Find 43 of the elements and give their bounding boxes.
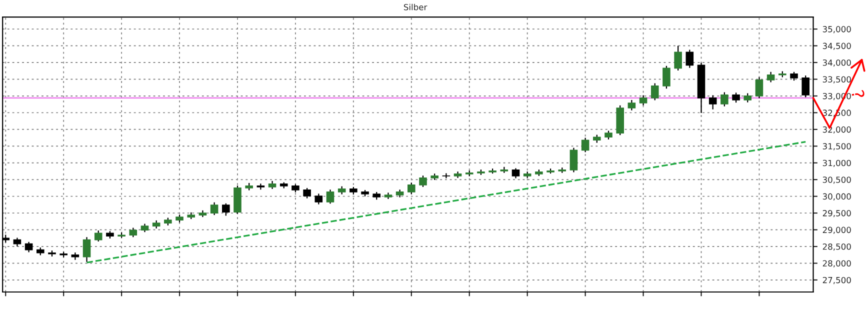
y-tick-label: 30,500 xyxy=(822,176,851,184)
candlestick xyxy=(326,189,334,204)
y-tick-label: 33,500 xyxy=(822,76,851,84)
y-tick-label: 35,000 xyxy=(822,26,851,34)
candlestick xyxy=(755,76,764,99)
candlestick xyxy=(581,137,590,153)
candlestick xyxy=(24,241,33,253)
candlestick xyxy=(129,227,138,238)
y-tick-label: 30,000 xyxy=(822,193,851,200)
candlestick xyxy=(732,92,740,104)
candlestick xyxy=(82,236,91,262)
candlestick xyxy=(802,75,810,98)
candlestick xyxy=(766,71,775,83)
candlestick xyxy=(720,92,728,107)
text: ? xyxy=(852,90,865,99)
y-tick-label: 27,500 xyxy=(822,276,851,284)
y-tick-label: 34,500 xyxy=(822,42,851,50)
candlestick xyxy=(210,202,218,216)
candlestick xyxy=(570,147,578,173)
candlestick xyxy=(419,175,427,188)
candlestick xyxy=(662,65,670,90)
candlestick xyxy=(628,99,636,111)
y-tick-label: 31,000 xyxy=(822,160,851,168)
y-tick-label: 28,500 xyxy=(822,243,851,251)
candlestick xyxy=(674,45,682,72)
candlestick xyxy=(408,182,416,195)
candlestick xyxy=(94,230,102,242)
y-tick-label: 29,500 xyxy=(822,210,851,218)
candlestick xyxy=(650,82,659,101)
chart-title: Silber xyxy=(404,4,428,10)
y-tick-label: 34,000 xyxy=(822,59,851,67)
candlestick xyxy=(303,187,311,199)
y-tick-label: 31,500 xyxy=(822,143,851,150)
candlestick xyxy=(639,94,648,106)
candlestick xyxy=(686,49,694,68)
candlestick xyxy=(314,193,323,205)
candlestick xyxy=(222,202,230,216)
candlestick xyxy=(512,168,520,179)
y-tick-label: 29,000 xyxy=(822,226,851,234)
y-tick-label: 28,000 xyxy=(822,260,851,268)
y-tick-label: 32,000 xyxy=(822,126,851,134)
candlestick xyxy=(744,92,752,103)
candlestick xyxy=(708,94,717,110)
